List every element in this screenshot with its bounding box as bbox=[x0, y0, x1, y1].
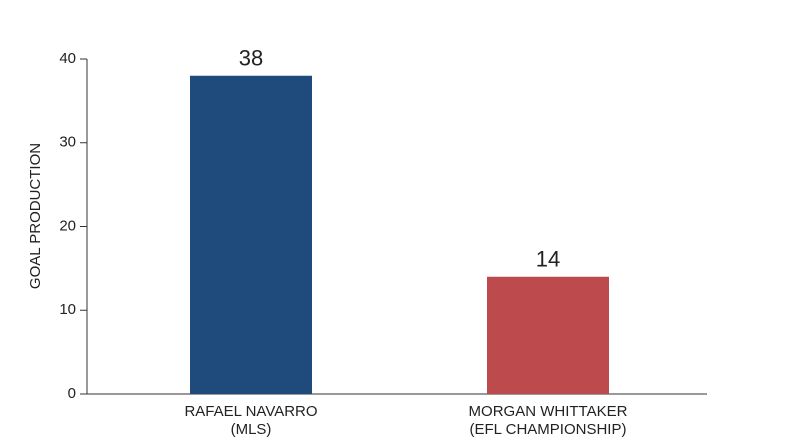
x-tick-label: (MLS) bbox=[231, 421, 272, 438]
y-axis-label: GOAL PRODUCTION bbox=[27, 143, 44, 289]
bar bbox=[487, 276, 609, 394]
x-tick-label: (EFL CHAMPIONSHIP) bbox=[470, 421, 627, 438]
value-label: 14 bbox=[536, 247, 560, 272]
x-tick-label: RAFAEL NAVARRO bbox=[184, 403, 317, 420]
y-tick-label: 0 bbox=[68, 385, 76, 402]
y-tick-label: 10 bbox=[59, 301, 76, 318]
y-tick-label: 40 bbox=[59, 50, 76, 67]
y-tick-label: 20 bbox=[59, 217, 76, 234]
x-tick-label: MORGAN WHITTAKER bbox=[469, 403, 628, 420]
bar bbox=[190, 75, 312, 394]
value-label: 38 bbox=[239, 46, 263, 71]
y-tick-label: 30 bbox=[59, 134, 76, 151]
